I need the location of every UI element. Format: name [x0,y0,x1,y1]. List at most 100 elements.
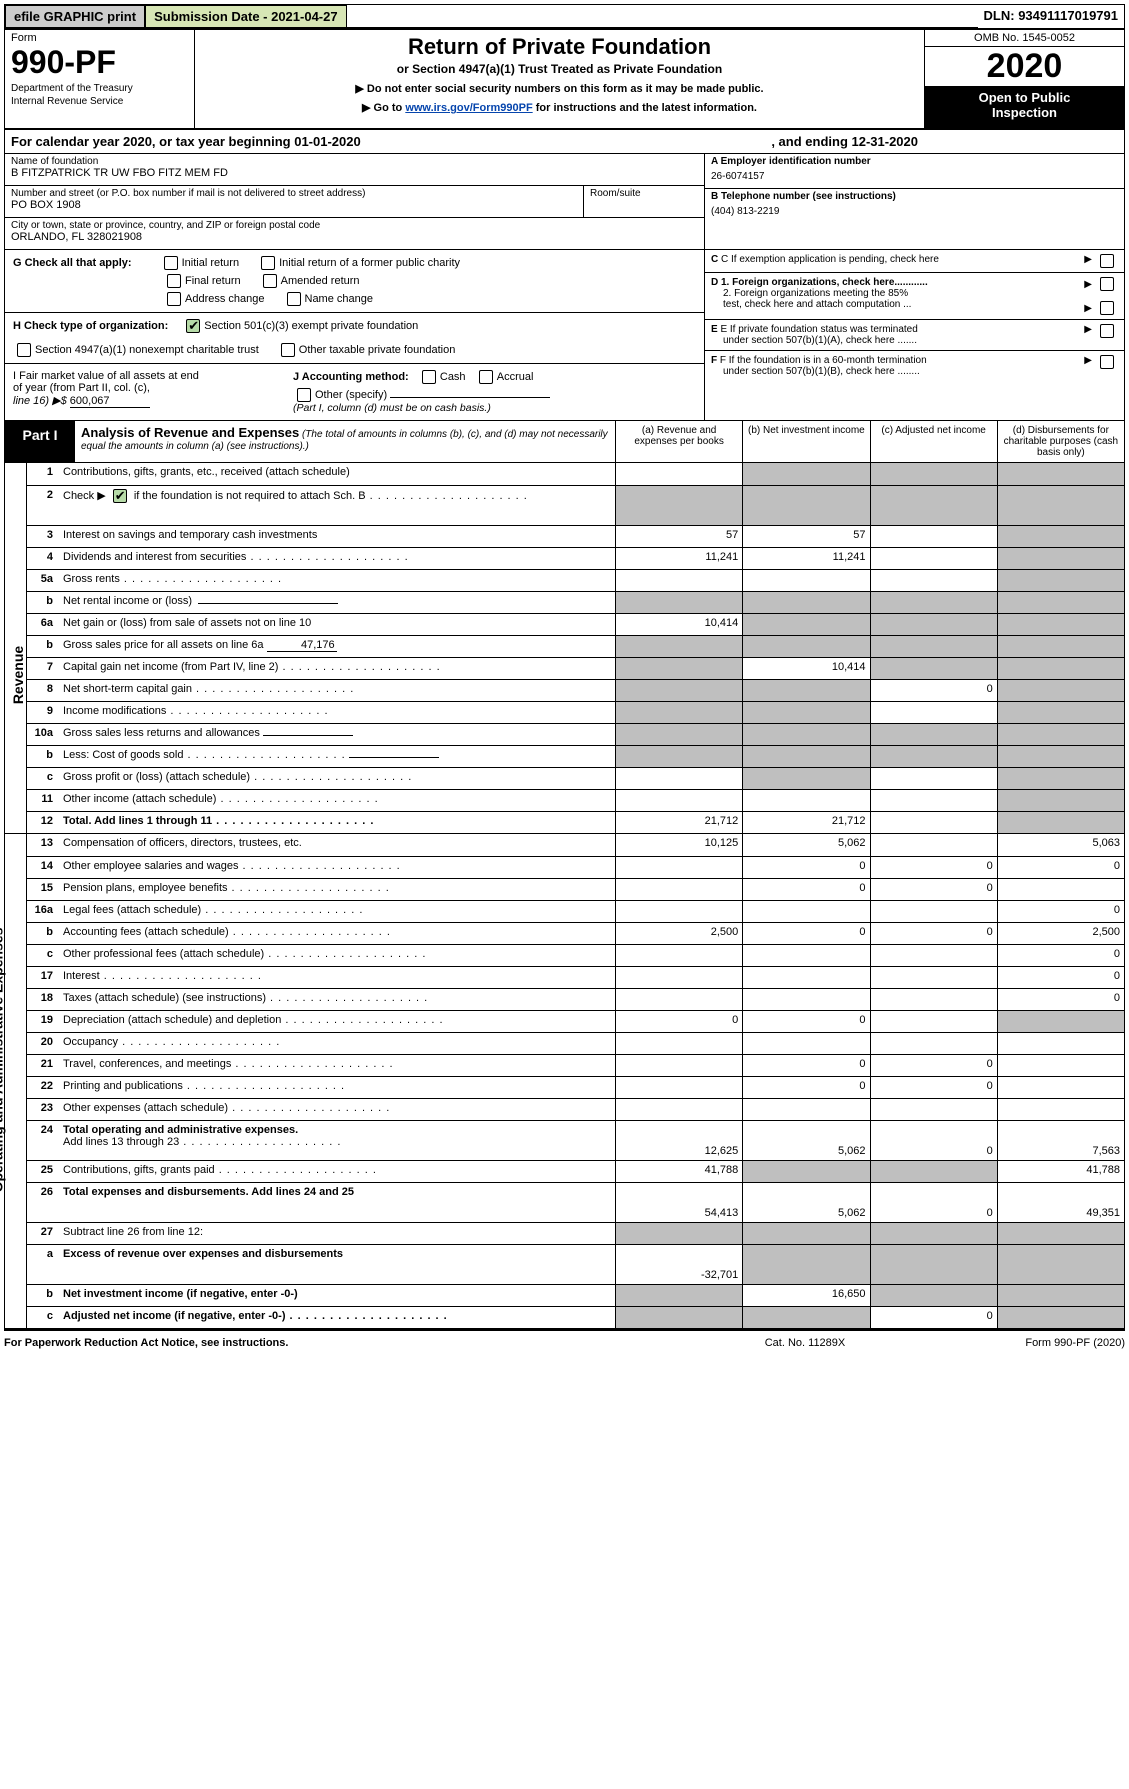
row-6b-value: 47,176 [267,639,337,652]
form-subtitle: or Section 4947(a)(1) Trust Treated as P… [201,62,918,76]
section-i: I Fair market value of all assets at end… [5,363,704,420]
footer-cat: Cat. No. 11289X [685,1337,925,1349]
g-address-change-checkbox[interactable] [167,292,181,306]
dept-line-1: Department of the Treasury [11,83,190,94]
g-final-return-checkbox[interactable] [167,274,181,288]
h-4947-checkbox[interactable] [17,343,31,357]
j-other-checkbox[interactable] [297,388,311,402]
row-17: 17Interest0 [27,966,1124,988]
c-checkbox[interactable] [1100,254,1114,268]
revenue-section: Revenue 1Contributions, gifts, grants, e… [5,463,1124,833]
e-status-terminated: E E If private foundation status was ter… [705,319,1124,350]
h-other-taxable-checkbox[interactable] [281,343,295,357]
instruction-1: ▶ Do not enter social security numbers o… [201,82,918,95]
row-26: 26Total expenses and disbursements. Add … [27,1182,1124,1222]
row-27a: aExcess of revenue over expenses and dis… [27,1244,1124,1284]
dln-label: DLN: 93491117019791 [978,5,1124,28]
row-5a: 5aGross rents [27,569,1124,591]
part1-header: Part I Analysis of Revenue and Expenses … [5,421,1124,463]
open-to-public-badge: Open to PublicInspection [925,86,1124,128]
part-label: Part I [5,421,75,462]
row-9: 9Income modifications [27,701,1124,723]
footer-right: Form 990-PF (2020) [925,1337,1125,1349]
row-6a: 6aNet gain or (loss) from sale of assets… [27,613,1124,635]
row-14: 14Other employee salaries and wages000 [27,856,1124,878]
foundation-name-box: Name of foundation B FITZPATRICK TR UW F… [5,154,704,186]
check-zone: G Check all that apply: Initial return I… [5,250,1124,421]
row-27c: cAdjusted net income (if negative, enter… [27,1306,1124,1328]
submission-date-badge: Submission Date - 2021-04-27 [145,5,347,28]
row-13: 13Compensation of officers, directors, t… [27,834,1124,856]
dept-line-2: Internal Revenue Service [11,96,190,107]
irs-link[interactable]: www.irs.gov/Form990PF [405,102,532,114]
row-15: 15Pension plans, employee benefits00 [27,878,1124,900]
form-title: Return of Private Foundation [201,34,918,60]
col-d-header: (d) Disbursements for charitable purpose… [997,421,1124,462]
entity-block: Name of foundation B FITZPATRICK TR UW F… [5,154,1124,250]
address-box: Number and street (or P.O. box number if… [5,186,584,217]
row-12: 12Total. Add lines 1 through 1121,71221,… [27,811,1124,833]
g-initial-return-checkbox[interactable] [164,256,178,270]
form-header: Form 990-PF Department of the Treasury I… [5,30,1124,130]
phone-box: B Telephone number (see instructions) (4… [705,189,1124,223]
row-3: 3Interest on savings and temporary cash … [27,525,1124,547]
f-checkbox[interactable] [1100,355,1114,369]
top-bar: efile GRAPHIC print Submission Date - 20… [5,5,1124,30]
tax-year: 2020 [925,47,1124,86]
cal-begin: For calendar year 2020, or tax year begi… [11,134,361,149]
row-7: 7Capital gain net income (from Part IV, … [27,657,1124,679]
j-accrual-checkbox[interactable] [479,370,493,384]
row-27b: bNet investment income (if negative, ent… [27,1284,1124,1306]
row-8: 8Net short-term capital gain0 [27,679,1124,701]
calendar-year-row: For calendar year 2020, or tax year begi… [5,130,1124,154]
c-exemption-pending: C C If exemption application is pending,… [705,250,1124,272]
row-22: 22Printing and publications00 [27,1076,1124,1098]
row-5b: bNet rental income or (loss) [27,591,1124,613]
row-25: 25Contributions, gifts, grants paid41,78… [27,1160,1124,1182]
f-60-month: F F If the foundation is in a 60-month t… [705,350,1124,381]
d-foreign-orgs: D 1. Foreign organizations, check here..… [705,272,1124,319]
h-501c3-checkbox[interactable] [186,319,200,333]
footer-left: For Paperwork Reduction Act Notice, see … [4,1337,685,1349]
col-b-header: (b) Net investment income [742,421,869,462]
g-name-change-checkbox[interactable] [287,292,301,306]
row2-checkbox[interactable] [113,489,127,503]
g-initial-former-checkbox[interactable] [261,256,275,270]
form-number: 990-PF [11,44,190,81]
form-word: Form [11,32,190,44]
row-10b: bLess: Cost of goods sold [27,745,1124,767]
d1-checkbox[interactable] [1100,277,1114,291]
row-16a: 16aLegal fees (attach schedule)0 [27,900,1124,922]
row-21: 21Travel, conferences, and meetings00 [27,1054,1124,1076]
efile-print-button[interactable]: efile GRAPHIC print [5,5,145,28]
revenue-side-label: Revenue [10,646,26,704]
e-checkbox[interactable] [1100,324,1114,338]
row-19: 19Depreciation (attach schedule) and dep… [27,1010,1124,1032]
row-23: 23Other expenses (attach schedule) [27,1098,1124,1120]
section-h: H Check type of organization: Section 50… [5,312,704,363]
fmv-amount: 600,067 [70,395,150,408]
page-footer: For Paperwork Reduction Act Notice, see … [0,1335,1129,1351]
j-cash-checkbox[interactable] [422,370,436,384]
omb-number: OMB No. 1545-0052 [925,30,1124,47]
room-suite-box: Room/suite [584,186,704,217]
row-18: 18Taxes (attach schedule) (see instructi… [27,988,1124,1010]
row-2: 2Check ▶ if the foundation is not requir… [27,485,1124,525]
row-6b: bGross sales price for all assets on lin… [27,635,1124,657]
row-16b: bAccounting fees (attach schedule)2,5000… [27,922,1124,944]
row-10a: 10aGross sales less returns and allowanc… [27,723,1124,745]
ein-box: A Employer identification number 26-6074… [705,154,1124,189]
row-20: 20Occupancy [27,1032,1124,1054]
row-11: 11Other income (attach schedule) [27,789,1124,811]
row-4: 4Dividends and interest from securities1… [27,547,1124,569]
col-c-header: (c) Adjusted net income [870,421,997,462]
row-1: 1Contributions, gifts, grants, etc., rec… [27,463,1124,485]
instruction-2: ▶ Go to www.irs.gov/Form990PF for instru… [201,101,918,114]
d2-checkbox[interactable] [1100,301,1114,315]
g-amended-checkbox[interactable] [263,274,277,288]
row-27: 27Subtract line 26 from line 12: [27,1222,1124,1244]
section-g: G Check all that apply: Initial return I… [5,250,704,312]
row-16c: cOther professional fees (attach schedul… [27,944,1124,966]
expenses-section: Operating and Administrative Expenses 13… [5,833,1124,1328]
row-24: 24Total operating and administrative exp… [27,1120,1124,1160]
